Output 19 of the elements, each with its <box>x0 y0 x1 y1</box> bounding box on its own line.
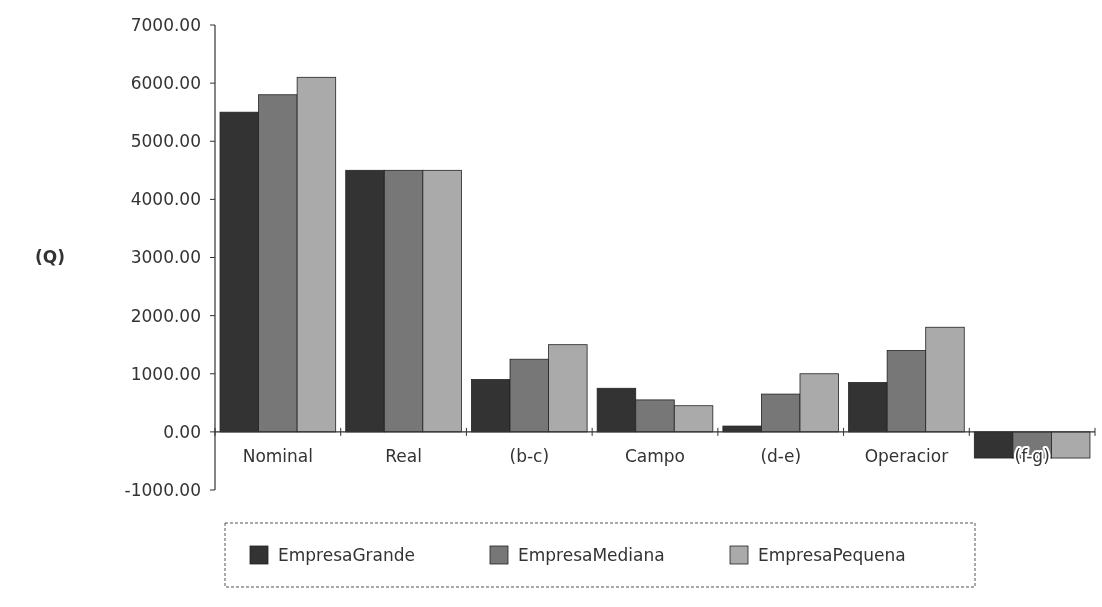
y-tick-label: 0.00 <box>163 421 201 442</box>
legend-label: EmpresaMediana <box>518 544 665 565</box>
y-tick-label: 3000.00 <box>130 247 201 268</box>
y-tick-label: 5000.00 <box>130 131 201 152</box>
y-tick-label: 4000.00 <box>130 189 201 210</box>
x-tick-label: (b-c) <box>509 445 550 466</box>
y-tick-label: 6000.00 <box>130 73 201 94</box>
x-tick-label: Real <box>385 445 422 466</box>
y-tick-label: 1000.00 <box>130 363 201 384</box>
legend-label: EmpresaGrande <box>278 544 416 565</box>
y-tick-label: -1000.00 <box>124 479 201 500</box>
x-tick-label: Operacior <box>864 445 949 466</box>
x-tick-label: Campo <box>624 445 686 466</box>
x-tick-label: (d-e) <box>760 445 802 466</box>
x-tick-label: Nominal <box>242 445 314 466</box>
y-axis-title: (Q) <box>35 247 65 268</box>
y-tick-label: 7000.00 <box>130 14 201 35</box>
legend-label: EmpresaPequena <box>758 544 906 565</box>
y-tick-label: 2000.00 <box>130 305 201 326</box>
